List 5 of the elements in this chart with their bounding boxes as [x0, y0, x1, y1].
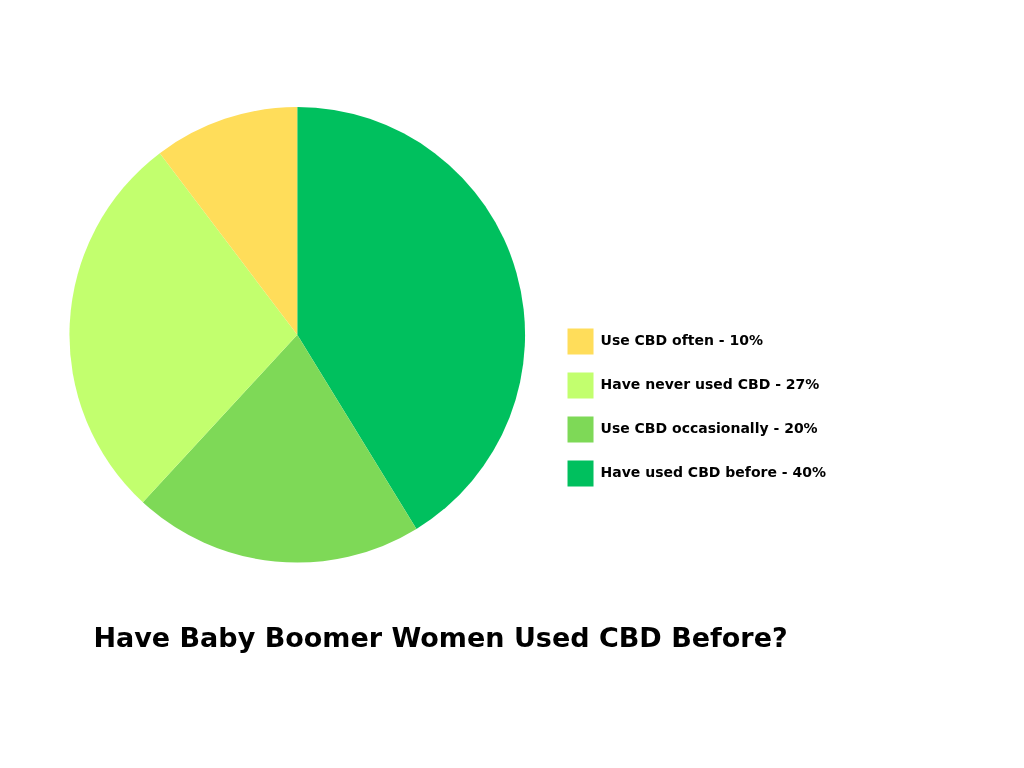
legend-label: Use CBD often - 10% — [600, 332, 763, 349]
legend-label: Use CBD occasionally - 20% — [600, 420, 818, 437]
text: Have Baby Boomer Women Used CBD Before? — [93, 621, 788, 653]
legend-label: Have used CBD before - 40% — [600, 464, 826, 481]
legend-label: Have never used CBD - 27% — [600, 376, 820, 393]
